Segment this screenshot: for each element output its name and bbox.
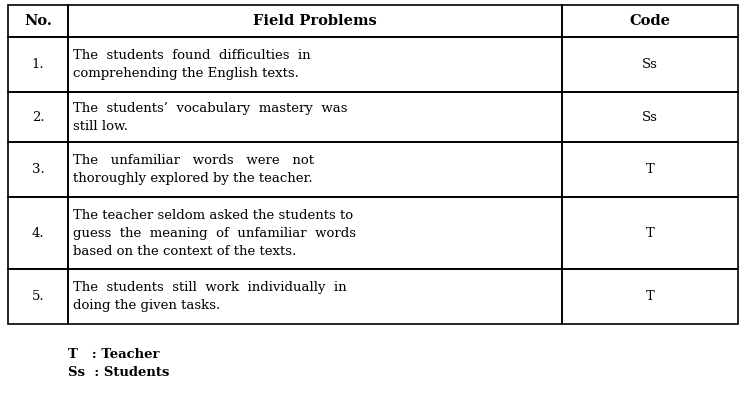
Bar xyxy=(68,92,562,142)
Text: 1.: 1. xyxy=(32,58,44,71)
Text: No.: No. xyxy=(24,14,52,28)
Bar xyxy=(562,37,738,92)
Text: Ss: Ss xyxy=(642,110,658,123)
Bar xyxy=(8,37,68,92)
Text: The teacher seldom asked the students to
guess  the  meaning  of  unfamiliar  wo: The teacher seldom asked the students to… xyxy=(74,208,356,258)
Text: The  students’  vocabulary  mastery  was
still low.: The students’ vocabulary mastery was sti… xyxy=(74,102,348,132)
Text: The  students  found  difficulties  in
comprehending the English texts.: The students found difficulties in compr… xyxy=(74,49,311,80)
Bar xyxy=(562,269,738,324)
Text: 2.: 2. xyxy=(32,110,44,123)
Bar xyxy=(68,37,562,92)
Text: Code: Code xyxy=(629,14,671,28)
Bar xyxy=(562,5,738,37)
Text: T: T xyxy=(646,290,654,303)
Text: T: T xyxy=(646,163,654,176)
Text: 3.: 3. xyxy=(32,163,44,176)
Text: T   : Teacher: T : Teacher xyxy=(68,348,160,361)
Bar xyxy=(68,142,562,197)
Bar xyxy=(68,269,562,324)
Text: The  students  still  work  individually  in
doing the given tasks.: The students still work individually in … xyxy=(74,281,347,312)
Bar xyxy=(562,197,738,269)
Text: Ss: Ss xyxy=(642,58,658,71)
Bar xyxy=(562,142,738,197)
Text: T: T xyxy=(646,227,654,240)
Bar xyxy=(8,269,68,324)
Text: The   unfamiliar   words   were   not
thoroughly explored by the teacher.: The unfamiliar words were not thoroughly… xyxy=(74,154,314,185)
Bar xyxy=(8,197,68,269)
Bar xyxy=(8,5,68,37)
Bar xyxy=(8,142,68,197)
Bar xyxy=(562,92,738,142)
Bar xyxy=(8,92,68,142)
Text: 5.: 5. xyxy=(32,290,44,303)
Bar xyxy=(68,197,562,269)
Text: Ss  : Students: Ss : Students xyxy=(68,366,170,379)
Bar xyxy=(68,5,562,37)
Text: Field Problems: Field Problems xyxy=(253,14,378,28)
Text: 4.: 4. xyxy=(32,227,44,240)
